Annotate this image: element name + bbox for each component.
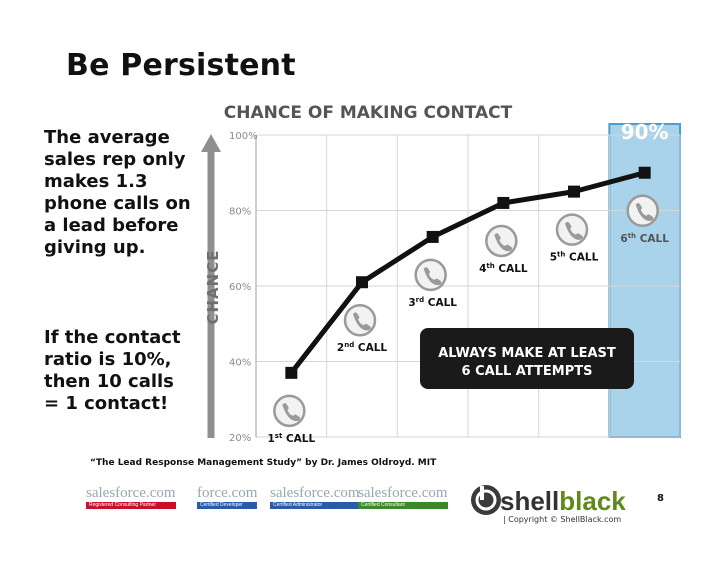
- brand-name-black: black: [559, 486, 626, 516]
- page-number: 8: [657, 493, 664, 504]
- partner-logo-tag: Certified Developer: [197, 502, 258, 509]
- call-label-2: 2nd CALL: [337, 341, 387, 354]
- y-tick-label: 100%: [229, 131, 258, 142]
- data-point-1: [285, 366, 298, 379]
- citation: “The Lead Response Management Study” by …: [90, 458, 437, 468]
- partner-logo-1: salesforce.com Registered Consulting Part…: [86, 485, 176, 509]
- callout-box: [420, 328, 634, 389]
- side-note-contact-ratio: If the contact ratio is 10%, then 10 cal…: [44, 327, 181, 414]
- data-point-6: [638, 166, 651, 179]
- call-label-6: 6th CALL: [620, 232, 669, 245]
- y-tick-label: 80%: [229, 207, 251, 218]
- phone-icon: [414, 258, 447, 292]
- partner-logo-4: salesforce.com Certified Consultant: [358, 485, 448, 509]
- partner-logo-name: force.com: [197, 485, 258, 501]
- call-label-5: 5th CALL: [550, 251, 599, 264]
- call-label-4: 4th CALL: [479, 262, 528, 275]
- side-note-average-calls: The average sales rep only makes 1.3 pho…: [44, 127, 191, 258]
- data-point-3: [426, 230, 439, 243]
- y-axis-label: CHANCE: [204, 250, 222, 325]
- call-label-3: 3rd CALL: [408, 296, 457, 309]
- phone-handset-icon: [423, 267, 442, 286]
- data-point-2: [356, 276, 368, 289]
- phone-handset-icon: [635, 202, 654, 221]
- partner-logo-tag: Certified Consultant: [358, 502, 448, 509]
- phone-icon: [485, 224, 518, 258]
- series-line: [289, 170, 646, 375]
- partner-logo-2: force.com Certified Developer: [197, 485, 258, 509]
- phone-handset-icon: [282, 403, 301, 422]
- call-label-1: 1st CALL: [267, 432, 315, 445]
- partner-logo-3: salesforce.com Certified Administrator: [270, 485, 360, 509]
- phone-icon: [273, 394, 306, 428]
- brand-name: shellblack: [500, 486, 626, 517]
- y-tick-label: 40%: [229, 358, 251, 369]
- phone-icon: [343, 303, 377, 337]
- y-tick-label: 60%: [229, 282, 251, 293]
- slide-title: Be Persistent: [66, 48, 296, 83]
- callout-line-1: ALWAYS MAKE AT LEAST: [438, 346, 616, 361]
- partner-logo-name: salesforce.com: [358, 485, 448, 501]
- data-point-4: [497, 196, 510, 209]
- copyright: | Copyright © ShellBlack.com: [503, 515, 622, 524]
- chart-title: CHANCE OF MAKING CONTACT: [224, 103, 513, 123]
- y-tick-label: 20%: [229, 433, 251, 444]
- brand-name-shell: shell: [500, 486, 560, 516]
- callout-line-2: 6 CALL ATTEMPTS: [462, 364, 593, 379]
- phone-handset-icon: [494, 233, 513, 252]
- partner-logo-name: salesforce.com: [270, 485, 360, 501]
- y-axis-arrow-head-icon: [201, 134, 221, 152]
- partner-logo-tag: Certified Administrator: [270, 502, 360, 509]
- data-point-5: [568, 185, 580, 198]
- phone-handset-icon: [353, 312, 371, 331]
- phone-handset-icon: [565, 221, 583, 240]
- partner-logo-name: salesforce.com: [86, 485, 176, 501]
- phone-icon: [555, 213, 589, 246]
- phone-icon: [626, 194, 659, 227]
- partner-logo-tag: Registered Consulting Partner: [86, 502, 176, 509]
- highlight-value-label: 90%: [621, 120, 669, 144]
- shellblack-logo-icon: [471, 485, 501, 515]
